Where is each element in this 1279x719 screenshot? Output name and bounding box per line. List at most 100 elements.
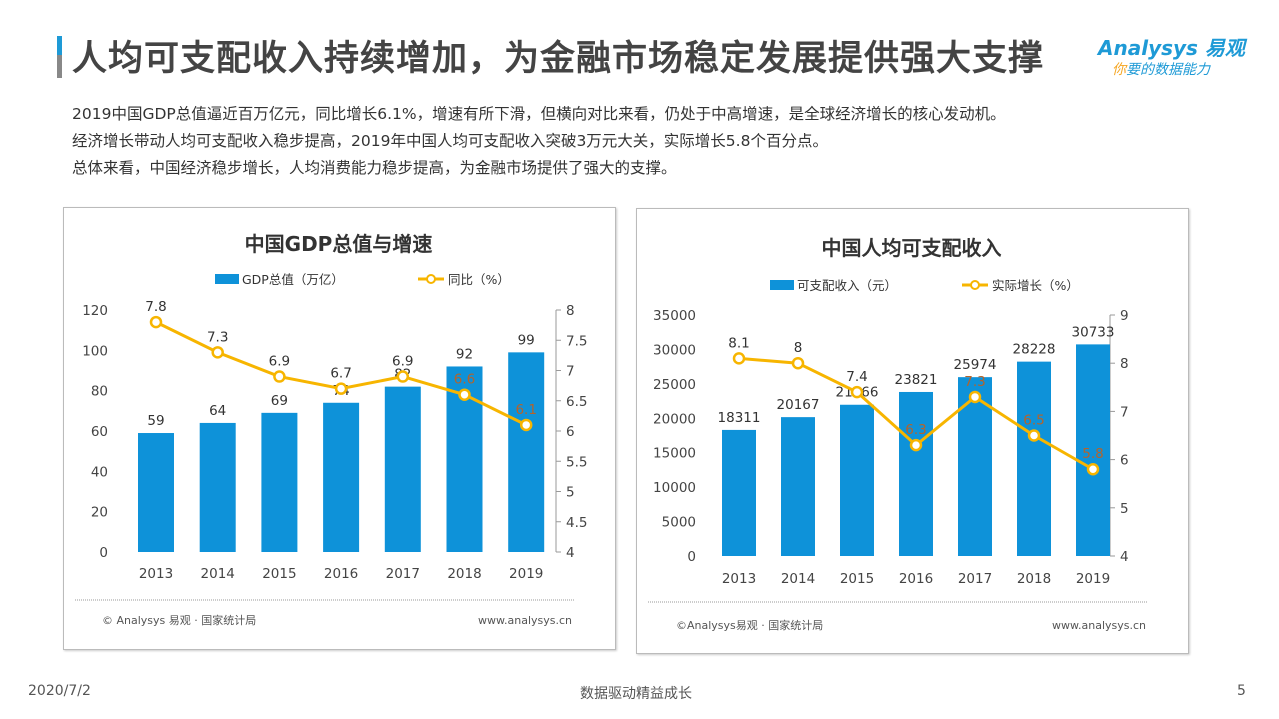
chart-title: 中国GDP总值与增速 <box>245 232 433 256</box>
x-axis-tick: 2018 <box>447 566 481 582</box>
growth-value-label: 7.8 <box>145 299 166 315</box>
paragraph-1: 2019中国GDP总值逼近百万亿元，同比增长6.1%，增速有所下滑，但横向对比来… <box>72 105 1006 123</box>
growth-point-2016 <box>334 382 348 395</box>
right-axis-tick: 9 <box>1120 308 1129 324</box>
bar-value-label: 69 <box>271 393 288 409</box>
growth-point-2017 <box>396 370 410 383</box>
right-axis-tick: 6.5 <box>566 394 587 410</box>
chart-source: ©Analysys易观 · 国家统计局 <box>676 618 823 632</box>
left-axis-tick: 40 <box>91 464 108 480</box>
bar-value-label: 18311 <box>718 410 761 426</box>
growth-value-label: 6.9 <box>269 354 290 370</box>
growth-value-label: 7.3 <box>964 374 985 390</box>
growth-point-2017 <box>968 390 982 404</box>
left-axis-tick: 0 <box>99 545 108 561</box>
gdp-chart-panel <box>63 207 616 650</box>
left-axis-tick: 60 <box>91 424 108 440</box>
right-axis-tick: 8 <box>1120 356 1129 372</box>
right-axis-tick: 7 <box>566 364 575 380</box>
growth-point-2013 <box>732 352 746 365</box>
growth-point-2019 <box>519 418 533 432</box>
page-number: 5 <box>1237 683 1246 699</box>
left-axis-tick: 0 <box>687 549 696 565</box>
x-axis-tick: 2015 <box>840 571 874 587</box>
bar-2017 <box>384 386 421 552</box>
x-axis-tick: 2019 <box>1076 571 1110 587</box>
x-axis-tick: 2015 <box>262 566 296 582</box>
growth-point-2013 <box>149 315 163 329</box>
bar-2013 <box>722 429 756 556</box>
right-axis-tick: 6 <box>1120 453 1129 469</box>
x-axis-tick: 2017 <box>958 571 992 587</box>
right-axis-tick: 7.5 <box>566 333 587 349</box>
x-axis-tick: 2018 <box>1017 571 1051 587</box>
bar-2019 <box>508 352 545 552</box>
left-axis-tick: 15000 <box>653 446 696 462</box>
growth-value-label: 6.9 <box>392 354 413 370</box>
left-axis-tick: 10000 <box>653 480 696 496</box>
growth-value-label: 6.5 <box>1023 413 1044 429</box>
legend-line-marker <box>970 280 980 290</box>
bar-value-label: 92 <box>456 346 473 362</box>
paragraph-3: 总体来看，中国经济稳步增长，人均消费能力稳步提高，为金融市场提供了强大的支撑。 <box>72 159 677 177</box>
left-axis-tick: 120 <box>82 303 108 319</box>
x-axis-tick: 2013 <box>139 566 173 582</box>
footer-slogan: 数据驱动精益成长 <box>580 686 692 702</box>
analysys-logo: Analysys 易观 你要的数据能力 <box>1098 32 1248 82</box>
title-accent-bar <box>57 36 62 78</box>
growth-point-2014 <box>211 346 224 359</box>
growth-value-label: 7.4 <box>846 369 867 385</box>
growth-value-label: 6.1 <box>515 402 536 418</box>
growth-point-2018 <box>458 388 471 401</box>
x-axis-tick: 2014 <box>201 566 235 582</box>
chart-title: 中国人均可支配收入 <box>822 236 1002 260</box>
left-axis-tick: 35000 <box>653 308 696 324</box>
left-axis-tick: 20 <box>91 505 108 521</box>
bar-2019 <box>1076 344 1110 556</box>
paragraph-2: 经济增长带动人均可支配收入稳步提高，2019年中国人均可支配收入突破3万元大关，… <box>72 132 828 150</box>
x-axis-tick: 2016 <box>324 566 358 582</box>
right-axis-tick: 8 <box>566 303 575 319</box>
bar-value-label: 64 <box>209 403 226 419</box>
growth-value-label: 6.6 <box>454 372 475 388</box>
growth-value-label: 5.8 <box>1082 446 1103 462</box>
logo-slogan: 你要的数据能力 <box>1112 62 1210 78</box>
growth-point-2016 <box>909 438 923 452</box>
bar-2015 <box>840 404 874 556</box>
growth-value-label: 6.7 <box>330 366 351 382</box>
bar-value-label: 23821 <box>895 372 938 388</box>
page-title: 人均可支配收入持续增加，为金融市场稳定发展提供强大支撑 <box>72 39 1045 79</box>
legend-line-label: 实际增长（%） <box>992 278 1079 293</box>
x-axis-tick: 2017 <box>386 566 420 582</box>
growth-point-2019 <box>1086 462 1100 476</box>
bar-2015 <box>261 412 298 552</box>
legend-line-label: 同比（%） <box>448 272 510 287</box>
bar-value-label: 28228 <box>1013 342 1056 358</box>
income-chart-panel <box>636 208 1189 654</box>
growth-point-2014 <box>791 356 805 370</box>
right-axis-tick: 6 <box>566 424 575 440</box>
legend-bar-label: 可支配收入（元） <box>797 278 897 293</box>
right-axis-tick: 4.5 <box>566 515 587 531</box>
right-axis-tick: 7 <box>1120 404 1129 420</box>
right-axis-tick: 4 <box>566 545 575 561</box>
growth-value-label: 7.3 <box>207 329 228 345</box>
left-axis-tick: 100 <box>82 343 108 359</box>
x-axis-tick: 2014 <box>781 571 815 587</box>
chart-url: www.analysys.cn <box>478 614 572 627</box>
bar-2014 <box>781 417 815 556</box>
growth-value-label: 8 <box>794 340 803 356</box>
right-axis-tick: 5 <box>566 485 575 501</box>
bar-value-label: 20167 <box>777 397 820 413</box>
bar-2016 <box>899 391 933 556</box>
bar-2013 <box>138 433 174 552</box>
left-axis-tick: 25000 <box>653 377 696 393</box>
left-axis-tick: 80 <box>91 384 108 400</box>
left-axis-tick: 30000 <box>653 342 696 358</box>
x-axis-tick: 2019 <box>509 566 543 582</box>
x-axis-tick: 2016 <box>899 571 933 587</box>
legend-bar-swatch <box>215 274 239 284</box>
growth-value-label: 6.3 <box>905 422 926 438</box>
growth-point-2015 <box>850 385 864 399</box>
legend-bar-swatch <box>770 280 794 290</box>
